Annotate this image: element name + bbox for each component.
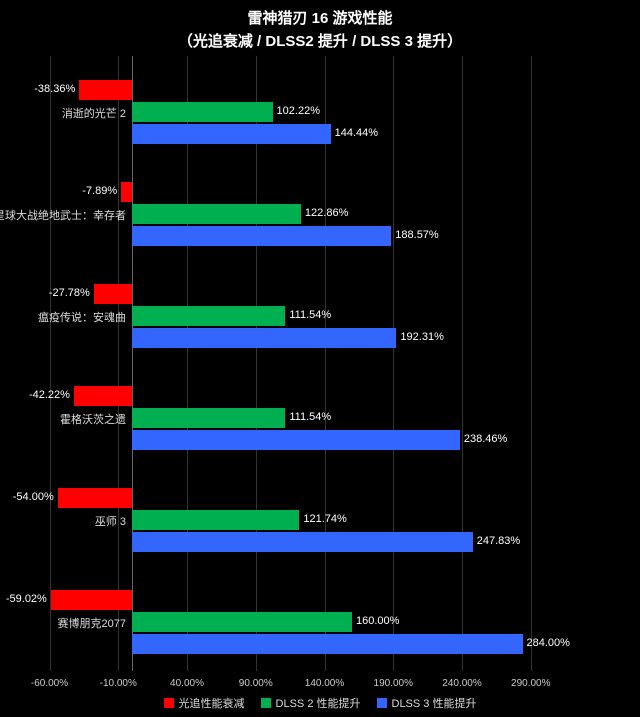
gridline — [325, 56, 326, 671]
category-label: 消逝的光芒 2 — [62, 105, 126, 121]
category-label: 星球大战绝地武士：幸存者 — [0, 207, 126, 223]
x-tick-label: 140.00% — [305, 678, 344, 689]
bar-dlss3 — [132, 430, 460, 450]
value-label: 284.00% — [527, 637, 570, 649]
gridline — [256, 56, 257, 671]
gridline — [393, 56, 394, 671]
bar-dlss2 — [132, 306, 285, 326]
gridline — [50, 56, 51, 671]
legend-swatch — [261, 698, 271, 708]
value-label: 111.54% — [289, 411, 331, 423]
legend-label: DLSS 2 性能提升 — [276, 695, 361, 711]
value-label: 247.83% — [477, 535, 520, 547]
bar-dlss2 — [132, 510, 299, 530]
value-label: 192.31% — [400, 331, 443, 343]
legend-item: 光追性能衰减 — [164, 695, 245, 711]
category-label: 赛博朋克2077 — [58, 615, 126, 631]
category-label: 巫师 3 — [95, 513, 126, 529]
value-label: 160.00% — [356, 615, 399, 627]
zero-line — [132, 56, 133, 671]
x-tick-label: 90.00% — [239, 678, 273, 689]
x-tick-label: -10.00% — [100, 678, 137, 689]
legend-item: DLSS 2 性能提升 — [261, 695, 361, 711]
bar-rt — [51, 590, 132, 610]
value-label: -54.00% — [13, 491, 54, 503]
bar-rt — [58, 488, 132, 508]
value-label: -27.78% — [49, 287, 90, 299]
gridline — [531, 56, 532, 671]
bar-dlss2 — [132, 408, 285, 428]
x-tick-label: 40.00% — [170, 678, 204, 689]
bar-rt — [79, 80, 132, 100]
value-label: 102.22% — [277, 105, 320, 117]
bar-rt — [94, 284, 132, 304]
performance-chart: 雷神猎刃 16 游戏性能 （光追衰减 / DLSS2 提升 / DLSS 3 提… — [0, 0, 640, 717]
title-line-1: 雷神猎刃 16 游戏性能 — [0, 8, 640, 31]
title-line-2: （光追衰减 / DLSS2 提升 / DLSS 3 提升） — [0, 31, 640, 54]
legend-swatch — [164, 698, 174, 708]
category-label: 瘟疫传说：安魂曲 — [38, 309, 126, 325]
bar-dlss2 — [132, 612, 352, 632]
x-tick-label: 290.00% — [511, 678, 550, 689]
x-tick-label: 190.00% — [374, 678, 413, 689]
bar-dlss3 — [132, 532, 473, 552]
bar-dlss3 — [132, 226, 391, 246]
x-tick-label: 240.00% — [442, 678, 481, 689]
value-label: -7.89% — [82, 185, 117, 197]
bar-dlss3 — [132, 124, 331, 144]
gridline — [118, 56, 119, 671]
value-label: -59.02% — [6, 593, 47, 605]
bar-dlss3 — [132, 634, 523, 654]
plot-area: -60.00%-10.00%40.00%90.00%140.00%190.00%… — [0, 56, 640, 671]
legend-item: DLSS 3 性能提升 — [377, 695, 477, 711]
bar-dlss3 — [132, 328, 396, 348]
value-label: 121.74% — [303, 513, 346, 525]
bar-dlss2 — [132, 102, 273, 122]
legend: 光追性能衰减 DLSS 2 性能提升 DLSS 3 性能提升 — [0, 695, 640, 711]
legend-label: 光追性能衰减 — [179, 695, 245, 711]
bar-rt — [121, 182, 132, 202]
value-label: 144.44% — [335, 127, 378, 139]
value-label: 238.46% — [464, 433, 507, 445]
value-label: -42.22% — [29, 389, 70, 401]
gridline — [462, 56, 463, 671]
bar-rt — [74, 386, 132, 406]
category-label: 霍格沃茨之遗 — [60, 411, 126, 427]
value-label: 122.86% — [305, 207, 348, 219]
value-label: 188.57% — [395, 229, 438, 241]
x-tick-label: -60.00% — [31, 678, 68, 689]
bar-dlss2 — [132, 204, 301, 224]
value-label: 111.54% — [289, 309, 331, 321]
value-label: -38.36% — [34, 83, 75, 95]
legend-label: DLSS 3 性能提升 — [392, 695, 477, 711]
chart-title: 雷神猎刃 16 游戏性能 （光追衰减 / DLSS2 提升 / DLSS 3 提… — [0, 0, 640, 53]
gridline — [187, 56, 188, 671]
legend-swatch — [377, 698, 387, 708]
